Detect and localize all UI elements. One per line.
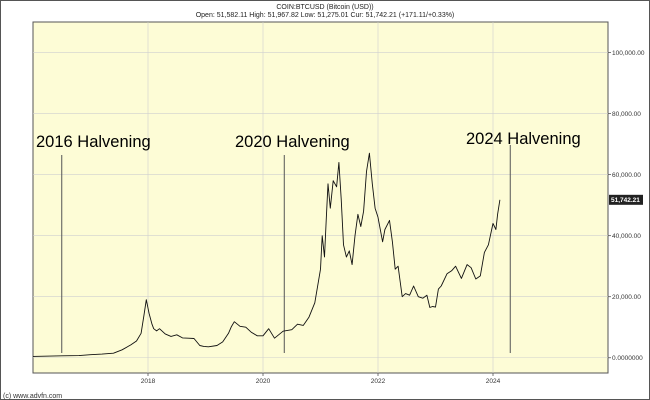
copyright-text: (c) www.advfn.com — [3, 393, 62, 400]
current-price-badge — [609, 194, 643, 205]
current-price-marker: 51,742.21 — [609, 194, 643, 205]
chart-title: COIN:BTCUSD (Bitcoin (USD)) — [276, 4, 373, 11]
halvening-annotations: 2016 Halvening 2020 Halvening 2024 Halveni… — [36, 130, 581, 353]
current-price-label: 51,742.21 — [611, 197, 640, 204]
price-line — [32, 152, 501, 357]
grid — [33, 22, 608, 373]
halvening-label: 2016 Halvening — [36, 133, 151, 151]
x-tick-label: 2020 — [256, 378, 271, 385]
x-axis-ticks: 2018 2020 2022 2024 — [141, 373, 501, 385]
plot-area — [32, 21, 609, 374]
y-tick-label: 20,000.00 — [612, 294, 641, 301]
y-axis-ticks: 0.0000000 20,000.00 40,000.00 60,000.00 80,0… — [608, 50, 645, 362]
y-tick-label: 100,000.00 — [612, 50, 645, 57]
halvening-label: 2020 Halvening — [235, 133, 350, 151]
y-tick-label: 80,000.00 — [612, 111, 641, 118]
y-tick-label: 0.0000000 — [612, 355, 643, 362]
x-tick-label: 2022 — [371, 378, 386, 385]
halvening-label: 2024 Halvening — [466, 130, 581, 148]
x-tick-label: 2024 — [486, 378, 501, 385]
x-tick-label: 2018 — [141, 378, 156, 385]
quote-line: Open: 51,582.11 High: 51,967.82 Low: 51,… — [196, 12, 455, 19]
y-tick-label: 60,000.00 — [612, 172, 641, 179]
y-tick-label: 40,000.00 — [612, 233, 641, 240]
